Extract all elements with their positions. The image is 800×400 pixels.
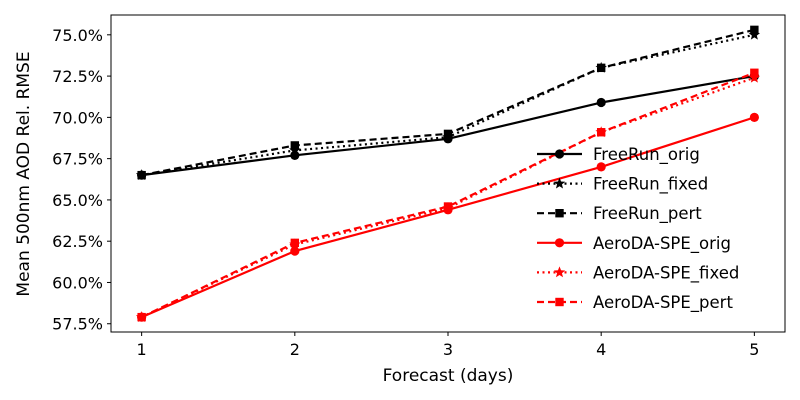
series-FreeRun_pert — [137, 25, 759, 180]
legend-marker — [555, 209, 564, 218]
x-tick-label: 1 — [137, 340, 147, 359]
series-AeroDA-SPE_fixed — [135, 71, 761, 322]
legend-marker — [553, 177, 566, 189]
data-point — [750, 25, 759, 35]
y-tick-label: 60.0% — [52, 273, 103, 292]
legend-marker — [555, 297, 564, 307]
data-point — [596, 128, 606, 137]
legend-label: AeroDA-SPE_pert — [593, 293, 733, 313]
y-tick-label: 75.0% — [52, 26, 103, 45]
y-axis-label: Mean 500nm AOD Rel. RMSE — [14, 51, 34, 296]
data-point — [290, 141, 300, 150]
legend-item: FreeRun_fixed — [537, 175, 708, 195]
x-axis: 1 2 3 4 5 — [137, 332, 759, 359]
legend-label: FreeRun_fixed — [593, 175, 708, 195]
data-point — [748, 71, 761, 83]
y-tick-label: 72.5% — [52, 67, 103, 86]
x-tick-label: 3 — [443, 340, 453, 359]
data-point — [750, 68, 759, 77]
data-point — [748, 28, 761, 40]
legend-marker — [553, 266, 566, 278]
y-tick-label: 62.5% — [52, 232, 103, 251]
legend-item: FreeRun_pert — [537, 204, 702, 224]
legend-item: AeroDA-SPE_pert — [537, 293, 733, 313]
data-point — [443, 202, 453, 211]
data-point — [596, 63, 606, 73]
data-point — [749, 112, 759, 122]
legend-item: AeroDA-SPE_fixed — [537, 263, 739, 283]
data-point — [443, 129, 453, 139]
legend-item: FreeRun_orig — [537, 145, 700, 165]
y-tick-label: 70.0% — [52, 108, 103, 127]
x-tick-label: 5 — [749, 340, 759, 359]
legend-label: AeroDA-SPE_fixed — [593, 263, 739, 283]
legend-label: FreeRun_orig — [593, 145, 700, 165]
legend: FreeRun_orig FreeRun_fixed FreeRun_pert Aer… — [537, 145, 739, 313]
data-point — [289, 144, 301, 156]
series-layer — [135, 25, 761, 322]
data-point — [137, 170, 146, 180]
series-line — [141, 71, 755, 319]
y-axis: 57.5% 60.0% 62.5% 65.0% 67.5% 70.0% 72.5% 75.0% — [52, 26, 111, 334]
x-tick-label: 2 — [290, 340, 300, 359]
y-tick-label: 67.5% — [52, 150, 103, 169]
legend-item: AeroDA-SPE_orig — [537, 234, 731, 254]
legend-marker — [554, 149, 565, 159]
x-tick-label: 4 — [596, 340, 606, 359]
y-tick-label: 65.0% — [52, 191, 103, 210]
y-tick-label: 57.5% — [52, 315, 103, 334]
data-point — [137, 312, 146, 322]
data-point — [596, 97, 606, 108]
data-point — [596, 162, 606, 172]
series-AeroDA-SPE_pert — [137, 68, 759, 322]
data-point — [290, 246, 300, 256]
x-axis-label: Forecast (days) — [383, 366, 514, 386]
legend-label: AeroDA-SPE_orig — [593, 234, 731, 254]
legend-marker — [554, 238, 565, 248]
legend-label: FreeRun_pert — [593, 204, 702, 224]
data-point — [290, 238, 300, 248]
